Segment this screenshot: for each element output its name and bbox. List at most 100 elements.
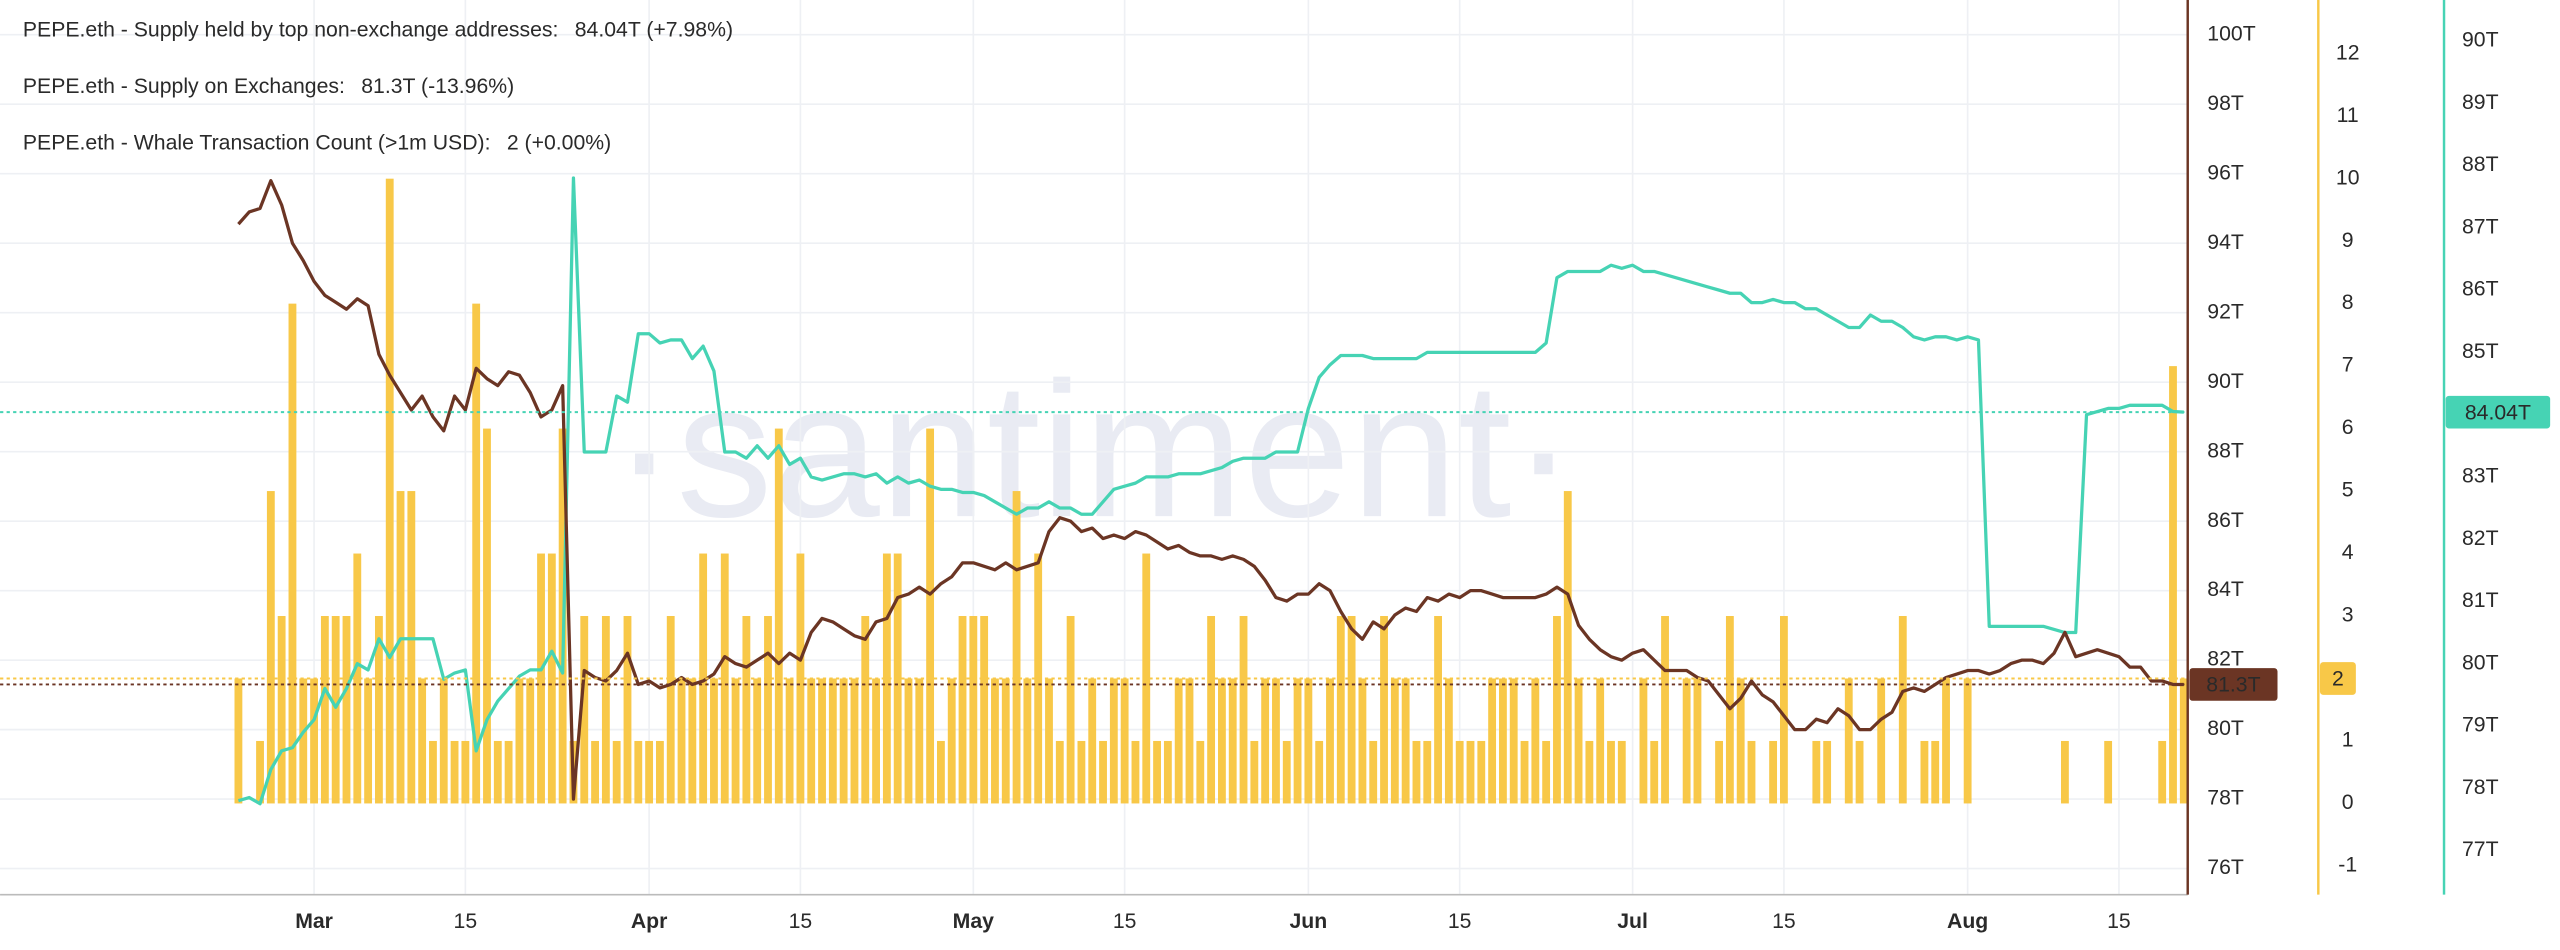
bar [991,678,999,804]
bar [320,616,329,804]
bar [753,678,762,804]
value-badge [2189,668,2278,701]
y2-tick-label: 11 [2337,104,2359,127]
bar [1109,678,1118,804]
y3-tick-label: 80T [2462,651,2499,674]
x-tick-label: 15 [1448,910,1472,933]
bar [1650,740,1659,804]
bar [1898,616,1907,804]
axes: 76T 78T 80T 82T 84T 86T 88T 90T 92T 94T 96T 98T 100T… [0,0,2551,933]
y3-tick-label: 77T [2462,838,2499,861]
y2-tick-label: 5 [2342,479,2354,502]
x-tick-label: May [953,910,994,933]
y3-tick-label: 78T [2462,776,2499,799]
line [237,176,2184,806]
bar [710,678,718,804]
y2-tick-label: 9 [2342,229,2354,252]
bar [1153,740,1161,804]
y-tick-label: 78T [2207,787,2244,810]
bar [234,678,243,804]
y3-tick-label: 88T [2462,153,2499,176]
bar [655,740,664,804]
bar [1812,740,1821,804]
bar [472,303,481,804]
bar [612,740,621,804]
bar [720,553,729,804]
bar [515,678,524,804]
bar [1174,678,1183,804]
y-tick-label: 90T [2207,370,2244,393]
x-tick-label: 15 [789,910,813,933]
bar [688,678,697,804]
bar [1563,491,1572,804]
legend-label: PEPE.eth - Supply on Exchanges: [23,75,345,98]
y-tick-label: 86T [2207,509,2244,532]
bar [1088,678,1097,804]
bar [1942,678,1950,804]
bar [958,616,967,804]
bar [947,678,956,804]
bar [396,491,405,804]
y-tick-label: 94T [2207,231,2244,254]
bar [299,678,308,804]
bar [1855,740,1864,804]
bar [1347,616,1356,804]
bar [1045,678,1053,804]
y-tick-label: 88T [2207,439,2244,462]
value-badge-label: 84.04T [2465,401,2531,424]
bar [1444,678,1453,804]
bar [936,740,945,804]
bar [1185,678,1194,804]
bar [1531,678,1540,804]
bar [1401,678,1410,804]
bar [623,616,632,804]
bar [969,616,978,804]
bar [310,678,318,804]
bar [418,678,427,804]
y3-tick-label: 83T [2462,465,2499,488]
bar [591,740,599,804]
x-tick-label: Mar [295,910,333,933]
bar [1293,678,1302,804]
bar [1574,678,1583,804]
bar [1769,740,1778,804]
bar [1779,616,1788,804]
bar [483,428,491,804]
bar [2169,366,2177,804]
y2-tick-label: 4 [2342,541,2354,564]
watermark: ·santiment· [612,342,1575,557]
bar [666,616,675,804]
bar [450,740,459,804]
bar [429,740,437,804]
bar [861,616,870,804]
x-tick-label: 15 [454,910,478,933]
y3-tick-label: 87T [2462,215,2499,238]
bar [1250,740,1259,804]
bar [526,678,535,804]
bar [1034,553,1043,804]
x-tick-label: Jul [1617,910,1648,933]
y2-tick-label: 0 [2342,791,2354,814]
bar [1055,740,1064,804]
bar [1142,553,1151,804]
y3-tick-label: 82T [2462,527,2499,550]
value-badge [2445,395,2551,429]
bar [926,428,935,804]
bar [1920,740,1929,804]
bar [580,616,589,804]
bar [2060,740,2069,804]
bar [1693,678,1702,804]
bar [796,553,805,804]
bar [1326,678,1334,804]
legend-value: 84.04T (+7.98%) [575,19,733,42]
bar [1099,740,1107,804]
bar [677,678,686,804]
y-tick-label: 82T [2207,648,2244,671]
y3-tick-label: 90T [2462,29,2499,52]
legend-label: PEPE.eth - Supply held by top non-exchan… [23,19,559,42]
bar [872,678,880,804]
bar [828,678,837,804]
bar [1358,678,1367,804]
bar [2179,678,2188,804]
